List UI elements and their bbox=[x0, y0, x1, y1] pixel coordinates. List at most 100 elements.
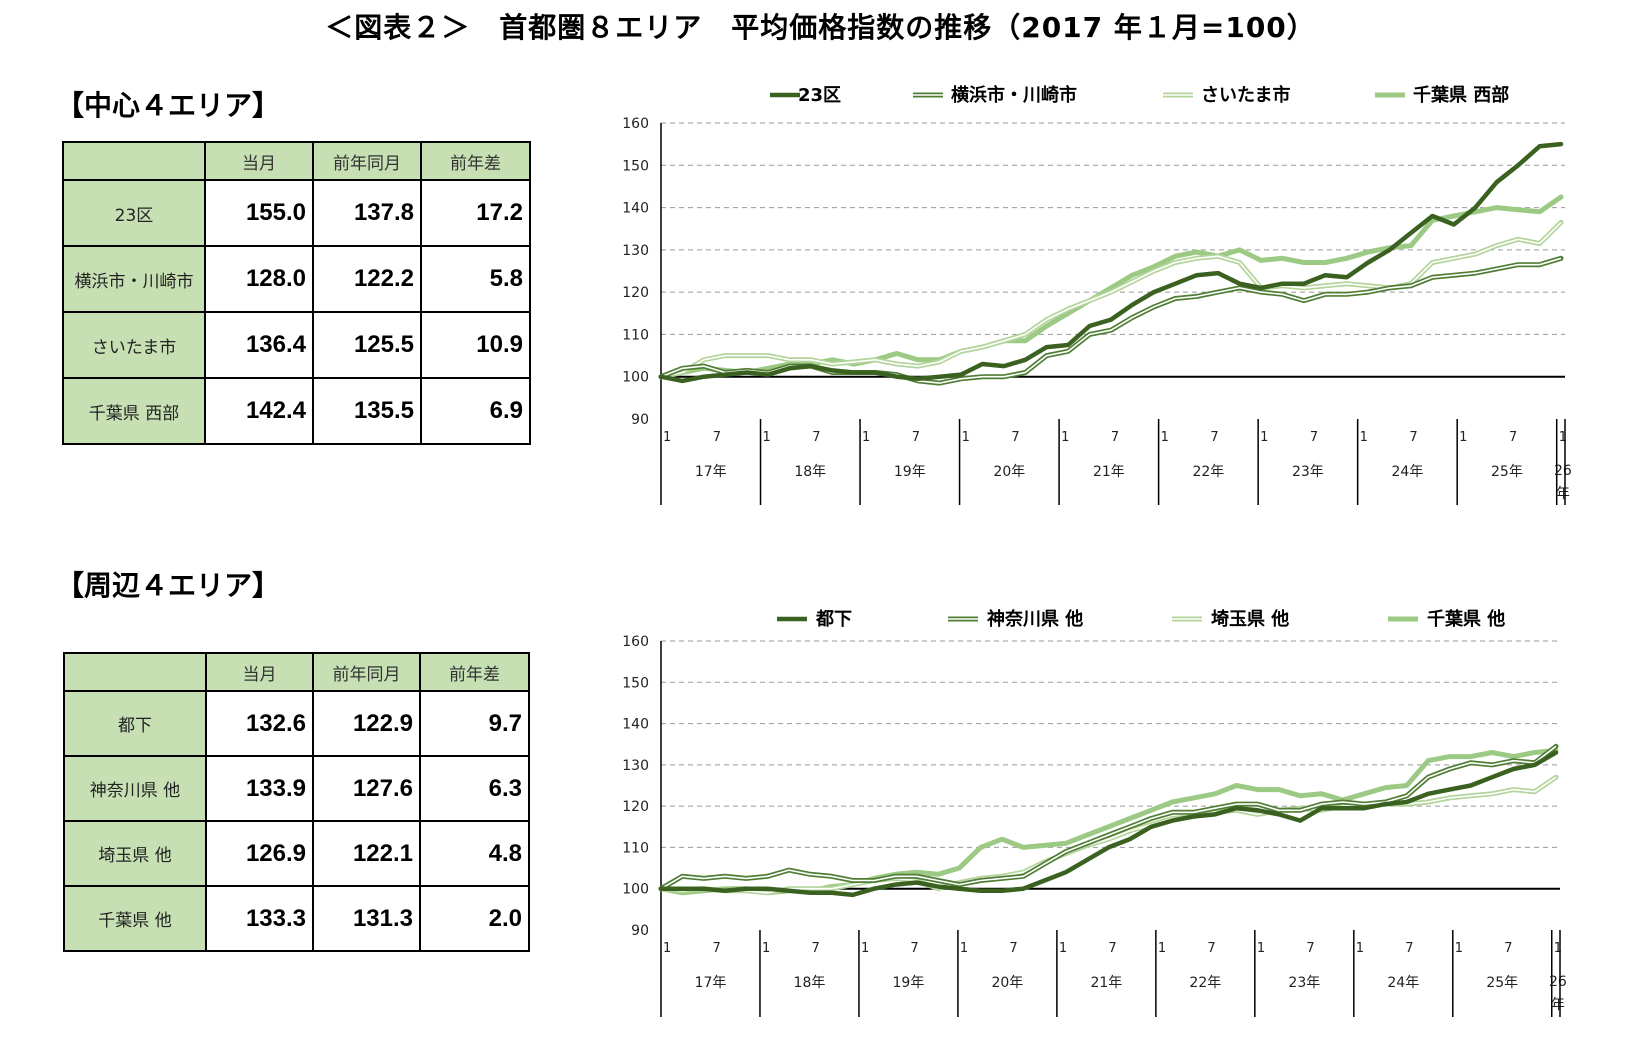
x-tick-label: 1 bbox=[1059, 941, 1067, 956]
table-row: 千葉県 他 133.3 131.3 2.0 bbox=[63, 885, 530, 952]
x-tick-label: 1 bbox=[1161, 430, 1169, 445]
value-current: 136.4 bbox=[204, 311, 314, 379]
value-prev-year: 122.2 bbox=[312, 245, 422, 313]
y-tick-label: 100 bbox=[622, 370, 649, 386]
header-prev-year: 前年同月 bbox=[312, 652, 421, 692]
row-label: 神奈川県 他 bbox=[63, 755, 207, 822]
legend-entry: さいたま市 bbox=[1201, 84, 1290, 106]
value-diff: 2.0 bbox=[419, 885, 530, 952]
y-tick-label: 130 bbox=[622, 243, 649, 259]
x-tick-label: 1 bbox=[663, 430, 671, 445]
header-diff: 前年差 bbox=[419, 652, 530, 692]
value-current: 155.0 bbox=[204, 179, 314, 247]
x-tick-label: 1 bbox=[960, 941, 968, 956]
table-row: さいたま市 136.4 125.5 10.9 bbox=[62, 311, 531, 379]
x-tick-label: 1 bbox=[763, 430, 771, 445]
year-label: 23年 bbox=[1288, 975, 1320, 991]
header-prev-year: 前年同月 bbox=[312, 141, 422, 181]
x-tick-label: 1 bbox=[1260, 430, 1268, 445]
table-row: 千葉県 西部 142.4 135.5 6.9 bbox=[62, 377, 531, 445]
year-label: 19年 bbox=[894, 464, 926, 480]
value-prev-year: 125.5 bbox=[312, 311, 422, 379]
row-label: 23区 bbox=[62, 179, 206, 247]
value-diff: 9.7 bbox=[419, 690, 530, 757]
legend-entry: 千葉県 西部 bbox=[1413, 84, 1509, 106]
x-tick-label: 7 bbox=[912, 430, 920, 445]
value-current: 126.9 bbox=[205, 820, 314, 887]
year-label: 17年 bbox=[695, 464, 727, 480]
header-current: 当月 bbox=[205, 652, 314, 692]
x-tick-label: 1 bbox=[1356, 941, 1364, 956]
value-current: 133.9 bbox=[205, 755, 314, 822]
y-tick-label: 140 bbox=[622, 717, 649, 733]
series-line-23区 bbox=[658, 141, 1564, 384]
series-line-inner bbox=[660, 745, 1557, 890]
y-tick-label: 100 bbox=[622, 882, 649, 898]
value-diff: 6.9 bbox=[420, 377, 531, 445]
y-tick-label: 150 bbox=[622, 158, 649, 174]
x-tick-label: 7 bbox=[1009, 941, 1017, 956]
x-tick-label: 1 bbox=[861, 941, 869, 956]
year-label: 22年 bbox=[1192, 464, 1224, 480]
year-label: 24年 bbox=[1387, 975, 1419, 991]
year-label: 20年 bbox=[991, 975, 1023, 991]
value-current: 128.0 bbox=[204, 245, 314, 313]
year-label: 20年 bbox=[993, 464, 1025, 480]
table-row: 都下 132.6 122.9 9.7 bbox=[63, 690, 530, 757]
row-label: 千葉県 西部 bbox=[62, 377, 206, 445]
value-prev-year: 122.1 bbox=[312, 820, 421, 887]
peripheral-areas-table: 当月 前年同月 前年差 都下 132.6 122.9 9.7 神奈川県 他 13… bbox=[63, 652, 530, 952]
x-tick-label: 1 bbox=[1559, 430, 1567, 445]
value-prev-year: 131.3 bbox=[312, 885, 421, 952]
year-label-suffix: 年 bbox=[1556, 486, 1570, 502]
x-tick-label: 7 bbox=[1409, 430, 1417, 445]
row-label: 千葉県 他 bbox=[63, 885, 207, 952]
x-tick-label: 1 bbox=[1061, 430, 1069, 445]
year-label: 21年 bbox=[1093, 464, 1125, 480]
x-tick-label: 7 bbox=[1207, 941, 1215, 956]
value-diff: 5.8 bbox=[420, 245, 531, 313]
x-tick-label: 7 bbox=[1405, 941, 1413, 956]
year-label: 18年 bbox=[794, 975, 826, 991]
row-label: 埼玉県 他 bbox=[63, 820, 207, 887]
year-label: 22年 bbox=[1189, 975, 1221, 991]
header-diff: 前年差 bbox=[420, 141, 531, 181]
value-diff: 17.2 bbox=[420, 179, 531, 247]
y-tick-label: 110 bbox=[622, 327, 649, 343]
y-tick-label: 160 bbox=[622, 634, 649, 650]
section-title-peripheral: 【周辺４エリア】 bbox=[56, 569, 281, 602]
y-tick-label: 90 bbox=[631, 923, 649, 939]
x-tick-label: 7 bbox=[1011, 430, 1019, 445]
x-tick-label: 7 bbox=[1210, 430, 1218, 445]
table-header-row: 当月 前年同月 前年差 bbox=[63, 652, 530, 692]
series-line-都下 bbox=[658, 750, 1559, 898]
year-label: 24年 bbox=[1392, 464, 1424, 480]
y-tick-label: 150 bbox=[622, 675, 649, 691]
series-line-千葉県 西部 bbox=[658, 194, 1564, 380]
x-tick-label: 7 bbox=[1504, 941, 1512, 956]
x-tick-label: 7 bbox=[1108, 941, 1116, 956]
value-diff: 10.9 bbox=[420, 311, 531, 379]
year-label: 25年 bbox=[1491, 464, 1523, 480]
x-tick-label: 7 bbox=[1509, 430, 1517, 445]
legend-entry: 都下 bbox=[815, 609, 852, 630]
value-prev-year: 137.8 bbox=[312, 179, 422, 247]
y-tick-label: 120 bbox=[622, 799, 649, 815]
value-current: 132.6 bbox=[205, 690, 314, 757]
header-blank bbox=[63, 652, 207, 692]
table-header-row: 当月 前年同月 前年差 bbox=[62, 141, 531, 181]
x-tick-label: 1 bbox=[1360, 430, 1368, 445]
value-current: 133.3 bbox=[205, 885, 314, 952]
x-tick-label: 7 bbox=[712, 941, 720, 956]
table-row: 横浜市・川崎市 128.0 122.2 5.8 bbox=[62, 245, 531, 313]
x-tick-label: 7 bbox=[811, 941, 819, 956]
central-areas-table: 当月 前年同月 前年差 23区 155.0 137.8 17.2 横浜市・川崎市… bbox=[62, 141, 531, 445]
x-tick-label: 7 bbox=[1111, 430, 1119, 445]
legend-entry: 神奈川県 他 bbox=[987, 608, 1083, 630]
row-label: 横浜市・川崎市 bbox=[62, 245, 206, 313]
x-tick-label: 7 bbox=[1306, 941, 1314, 956]
legend-entry: 千葉県 他 bbox=[1427, 608, 1505, 630]
